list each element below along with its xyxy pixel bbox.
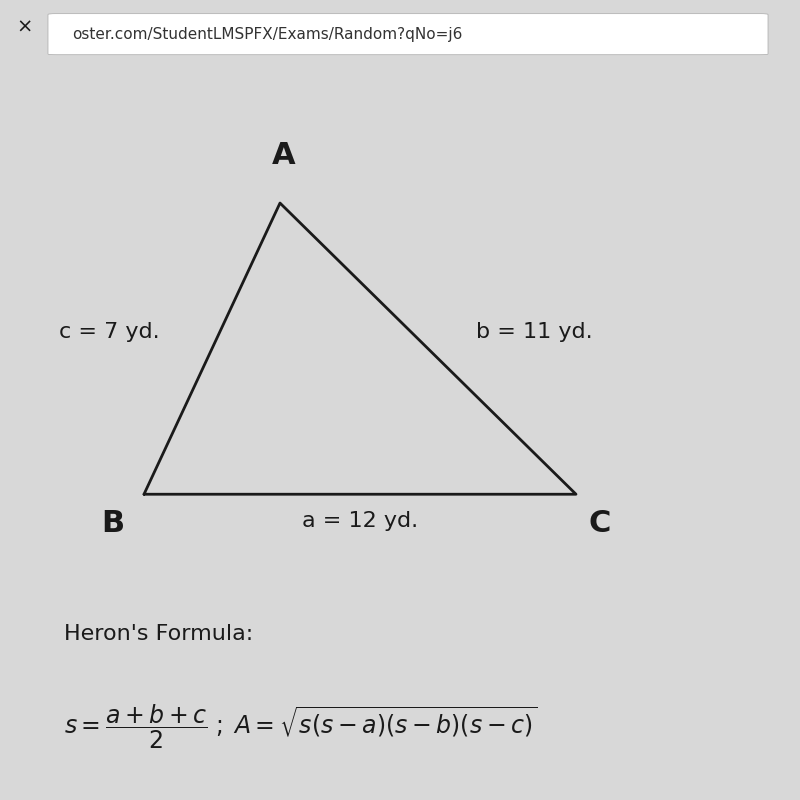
FancyBboxPatch shape (48, 14, 768, 54)
Text: A: A (272, 142, 296, 170)
Text: oster.com/StudentLMSPFX/Exams/Random?qNo=j6: oster.com/StudentLMSPFX/Exams/Random?qNo… (72, 27, 462, 42)
Text: c = 7 yd.: c = 7 yd. (59, 322, 160, 342)
Text: Heron's Formula:: Heron's Formula: (64, 624, 254, 644)
Text: ×: × (16, 18, 32, 37)
Text: b = 11 yd.: b = 11 yd. (476, 322, 593, 342)
Text: B: B (101, 509, 124, 538)
Text: a = 12 yd.: a = 12 yd. (302, 511, 418, 531)
Text: C: C (588, 509, 610, 538)
Text: $s = \dfrac{a+b+c}{2}$$\;;\; A = \sqrt{s(s-a)(s-b)(s-c)}$: $s = \dfrac{a+b+c}{2}$$\;;\; A = \sqrt{s… (64, 703, 538, 751)
